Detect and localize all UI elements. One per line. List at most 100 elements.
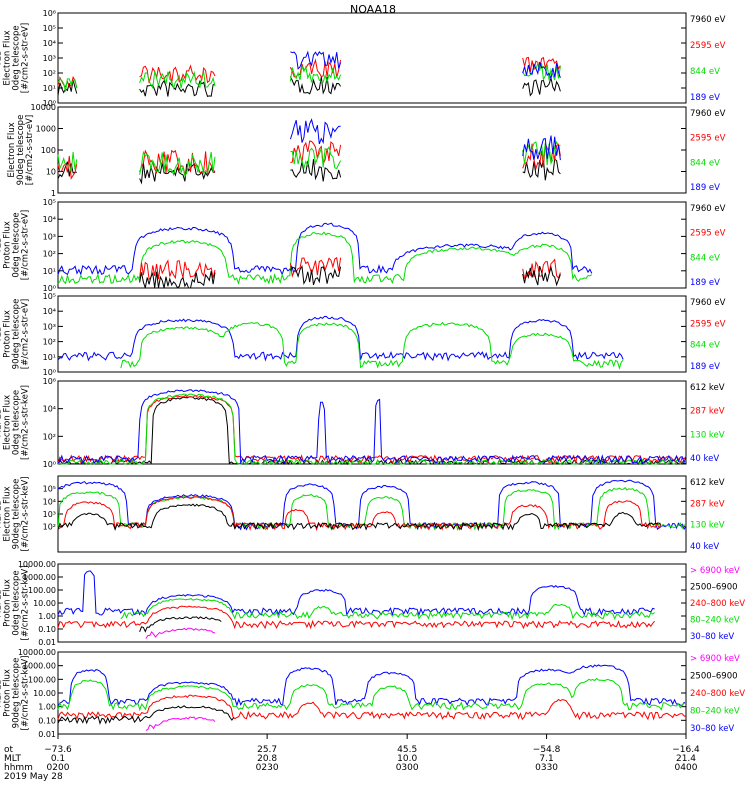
legend-entry: 612 keV	[690, 478, 725, 488]
y-axis-label-line: Proton Flux	[3, 310, 13, 358]
series-line-blue	[57, 664, 687, 708]
y-axis-label-line: MEPED	[0, 588, 4, 618]
x-tick-label: 20.8	[257, 754, 277, 764]
y-tick-label: 10⁴	[43, 307, 56, 316]
y-axis-label-line: [#/cm2-s-str-keV]	[21, 385, 31, 460]
series-line-blue	[57, 389, 687, 465]
series-line-blue	[57, 570, 655, 617]
legend-entry: 80–240 keV	[690, 707, 740, 717]
series-line-black	[139, 264, 561, 289]
y-tick-label: 10²	[43, 250, 56, 259]
y-axis-label-line: Proton Flux	[3, 221, 13, 269]
series-line-green	[120, 321, 624, 370]
y-axis-label-line: Electron Flux	[3, 486, 13, 541]
y-tick-label: 1000	[36, 125, 56, 134]
panel-ted-electron-0: TEDElectron Flux0deg telescope[#/cm2-s-s…	[0, 9, 726, 108]
series-line-red	[57, 694, 687, 721]
x-tick-label: 0330	[535, 763, 558, 773]
series-line-blue	[289, 118, 561, 161]
y-tick-label: 10⁵	[43, 24, 56, 33]
y-tick-label: 10	[46, 168, 56, 177]
series-line-green	[57, 61, 561, 92]
y-tick-label: 10⁰	[43, 460, 56, 469]
legend-entry: > 6900 keV	[690, 566, 740, 576]
legend-entry: > 6900 keV	[690, 654, 740, 664]
y-tick-label: 10¹	[43, 84, 56, 93]
y-axis-label-line: 90deg telescope	[12, 299, 22, 370]
y-axis-label: TEDProton Flux0deg telescope[#/cm2-s-str…	[0, 210, 31, 280]
y-tick-label: 10.00	[33, 599, 56, 608]
y-tick-label: 10⁵	[43, 198, 56, 207]
y-tick-label: 10⁰	[43, 368, 56, 377]
y-axis-label-line: MEPED	[0, 407, 4, 437]
y-tick-label: 10⁴	[43, 405, 56, 414]
y-tick-label: 10000.00	[18, 648, 56, 657]
panel-meped-proton-0: MEPEDProton Flux0deg telescope[#/cm2-s-s…	[0, 560, 745, 647]
series-line-black	[57, 503, 662, 532]
legend-entry: 287 keV	[690, 407, 725, 417]
y-axis-label-line: 90deg telescope	[16, 115, 26, 186]
y-tick-label: 10000.00	[18, 560, 56, 569]
y-axis-label: MEPEDProton Flux0deg telescope[#/cm2-s-s…	[0, 566, 31, 641]
x-tick-label: 0300	[396, 763, 419, 773]
legend-entry: 130 keV	[690, 430, 725, 440]
legend-entry: 612 keV	[690, 383, 725, 393]
y-tick-label: 10³	[43, 322, 56, 331]
y-tick-label: 10⁵	[43, 485, 56, 494]
y-axis-label-line: TED	[0, 325, 4, 344]
series-line-green	[57, 486, 687, 532]
panel-meped-proton-90: MEPEDProton Flux90deg telescope[#/cm2-s-…	[0, 648, 745, 739]
y-axis-label: MEPEDElectron Flux90deg telescope[#/cm2-…	[0, 477, 31, 552]
y-tick-label: 1.00	[38, 703, 56, 712]
y-axis-label-line: Proton Flux	[3, 579, 13, 627]
y-axis-label-line: [#/cm2-s-str-eV]	[21, 210, 31, 280]
series-line-magenta	[145, 716, 216, 731]
series-line-blue	[290, 50, 561, 81]
x-tick-label: 21.4	[676, 754, 696, 764]
y-tick-label: 10¹	[43, 353, 56, 362]
y-axis-label-line: Electron Flux	[7, 122, 17, 177]
x-tick-label: 10.0	[397, 754, 417, 764]
y-axis-label: MEPEDElectron Flux0deg telescope[#/cm2-s…	[0, 385, 31, 460]
y-axis-label-line: [#/cm2-s-str-keV]	[21, 566, 31, 641]
legend-entry: 2500–6900	[690, 672, 738, 682]
y-tick-label: 10³	[43, 54, 56, 63]
legend-entry: 30–80 keV	[690, 724, 734, 734]
y-axis-label-line: MEPED	[0, 499, 4, 529]
series-line-red	[57, 394, 687, 465]
legend-entry: 189 eV	[690, 93, 720, 103]
y-axis-label-line: 0deg telescope	[12, 570, 22, 635]
chart-title: NOAA18	[350, 3, 396, 16]
x-tick-label: 7.1	[539, 754, 553, 764]
series-line-black	[139, 616, 222, 633]
panel-meped-electron-90: MEPEDElectron Flux90deg telescope[#/cm2-…	[0, 475, 725, 553]
y-tick-label: 10⁴	[43, 215, 56, 224]
legend-entry: 2595 eV	[690, 134, 726, 144]
panel-meped-electron-0: MEPEDElectron Flux0deg telescope[#/cm2-s…	[0, 377, 725, 469]
legend-entry: 287 keV	[690, 499, 725, 509]
legend-entry: 2595 eV	[690, 41, 726, 51]
series-line-black	[57, 158, 561, 185]
panel-ted-proton-90: TEDProton Flux90deg telescope[#/cm2-s-st…	[0, 292, 726, 377]
panel-frame	[57, 12, 687, 104]
panel-ted-proton-0: TEDProton Flux0deg telescope[#/cm2-s-str…	[0, 198, 726, 293]
y-axis-label-line: Proton Flux	[3, 669, 13, 717]
y-tick-label: 10³	[43, 232, 56, 241]
series-line-green	[120, 598, 655, 621]
series-line-red	[57, 140, 561, 180]
y-tick-label: 10⁶	[43, 377, 56, 386]
y-axis-label-line: [#/cm2-s-str-keV]	[21, 656, 31, 731]
y-axis-label: MEPEDProton Flux90deg telescope[#/cm2-s-…	[0, 656, 31, 731]
y-tick-label: 10⁰	[43, 99, 56, 108]
series-line-red	[57, 56, 561, 88]
date-label: 2019 May 28	[4, 772, 63, 782]
y-axis-label-line: 0deg telescope	[12, 390, 22, 455]
y-axis-label-line: [#/cm2-s-str-eV]	[25, 115, 35, 185]
y-tick-label: 1000.00	[23, 662, 56, 671]
panel-frame	[57, 380, 687, 465]
x-tick-label: 0200	[47, 763, 70, 773]
legend-entry: 130 keV	[690, 521, 725, 531]
x-tick-label: 45.5	[397, 745, 417, 755]
y-axis-label-line: TED	[0, 49, 4, 68]
